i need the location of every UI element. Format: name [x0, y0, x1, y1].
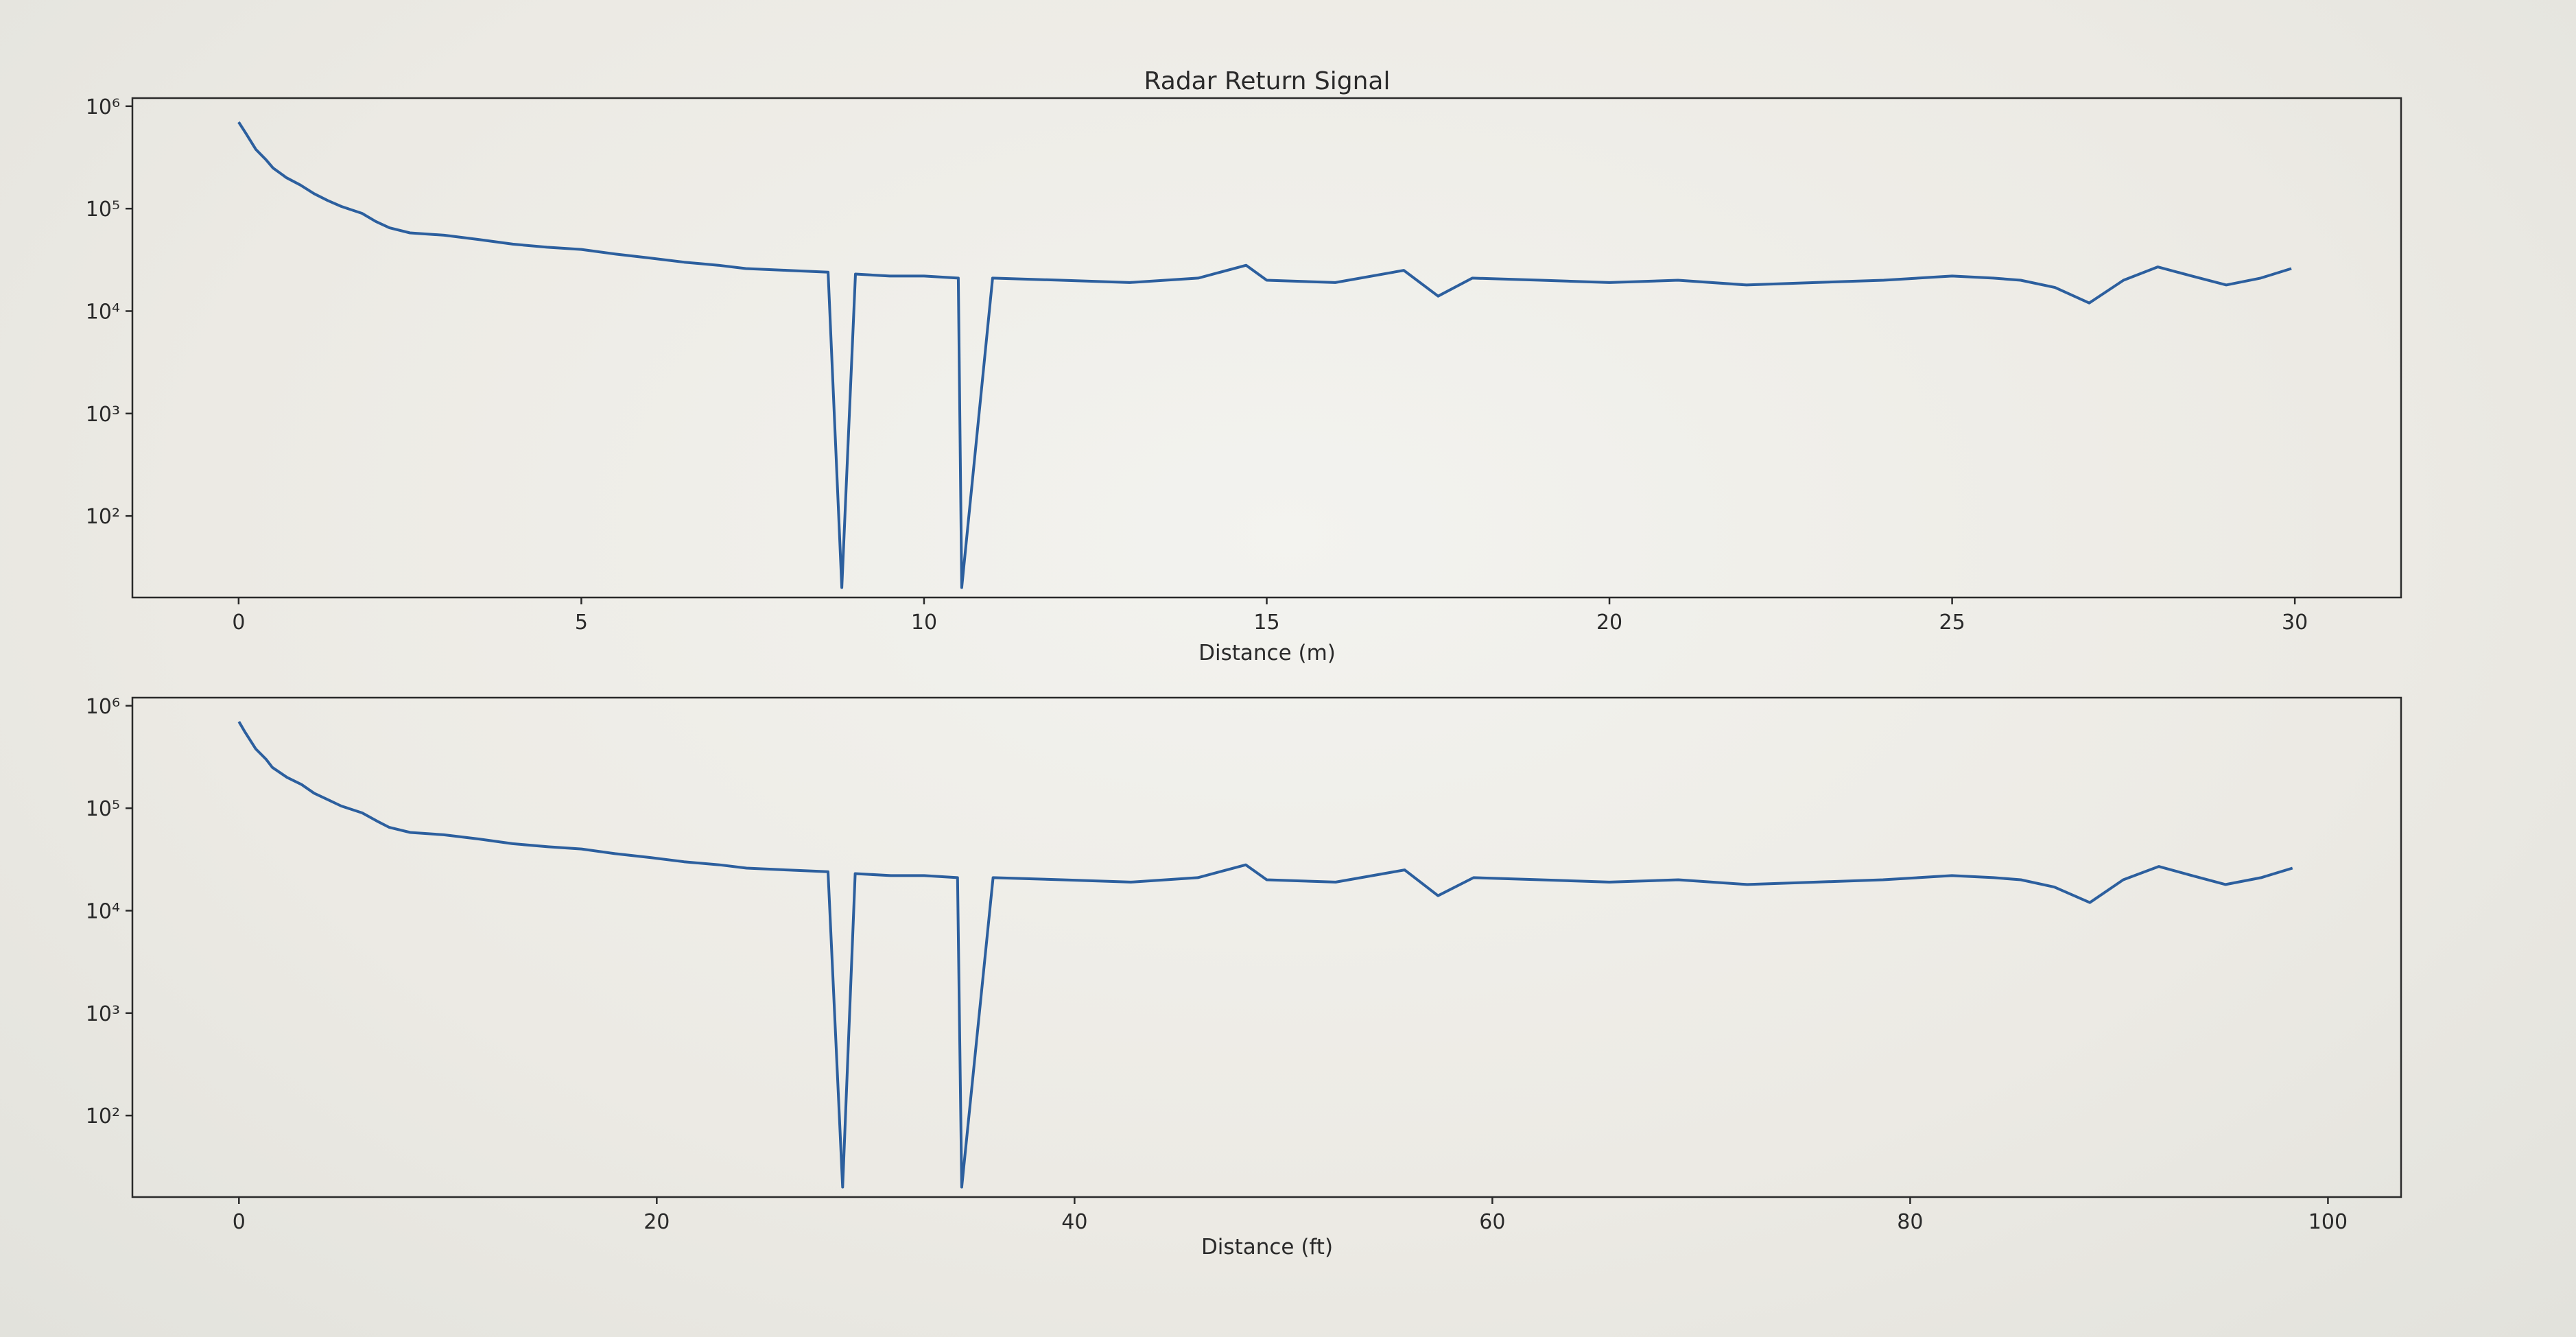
x-axis-label-m: Distance (m) [1198, 641, 1336, 665]
x-tick-label-m-20: 20 [1596, 611, 1622, 635]
series-line-m-0 [237, 121, 2292, 589]
x-tick-label-m-10: 10 [911, 611, 937, 635]
tick-group-top: 0 5 10 15 20 25 30 10² 10³ 10⁴ 10⁵ 10⁶ [86, 95, 2308, 635]
series-line-ft-0 [237, 720, 2293, 1189]
x-tick-label-m-15: 15 [1253, 611, 1279, 635]
x-tick-label-ft-100: 100 [2308, 1210, 2348, 1234]
plot-area-top [131, 97, 2402, 599]
x-tick-label-ft-40: 40 [1061, 1210, 1087, 1234]
panel-distance-ft: Distance (ft) 0 20 40 60 80 100 10² 10³ 10⁴ 10⁵ 10… [86, 695, 2402, 1259]
y-tick-label-ft-1: 10³ [86, 1002, 120, 1026]
y-tick-label-m-4: 10⁶ [86, 95, 120, 119]
x-tick-label-m-5: 5 [575, 611, 588, 635]
y-tick-label-ft-4: 10⁶ [86, 695, 120, 719]
x-tick-label-ft-80: 80 [1897, 1210, 1923, 1234]
y-tick-label-m-1: 10³ [86, 403, 120, 427]
panel-distance-m: Radar Return Signal Distance (m) 0 5 10 15 2… [86, 67, 2402, 665]
tick-group-bottom: 0 20 40 60 80 100 10² 10³ 10⁴ 10⁵ 10⁶ [86, 695, 2348, 1234]
series-group-top [237, 121, 2292, 589]
x-tick-label-m-0: 0 [232, 611, 245, 635]
x-tick-label-ft-20: 20 [643, 1210, 670, 1234]
x-tick-label-ft-60: 60 [1479, 1210, 1505, 1234]
y-tick-label-m-2: 10⁴ [86, 300, 120, 324]
x-tick-label-m-30: 30 [2282, 611, 2308, 635]
x-tick-label-ft-0: 0 [233, 1210, 246, 1234]
x-axis-label-ft: Distance (ft) [1201, 1235, 1333, 1259]
chart-title: Radar Return Signal [1144, 67, 1391, 95]
y-tick-label-ft-3: 10⁵ [86, 797, 120, 821]
y-tick-label-ft-2: 10⁴ [86, 899, 120, 923]
plot-area-bottom [131, 696, 2402, 1198]
y-tick-label-ft-0: 10² [86, 1104, 120, 1128]
y-tick-label-m-3: 10⁵ [86, 198, 120, 222]
series-group-bottom [237, 720, 2293, 1189]
y-tick-label-m-0: 10² [86, 505, 120, 529]
x-tick-label-m-25: 25 [1939, 611, 1965, 635]
